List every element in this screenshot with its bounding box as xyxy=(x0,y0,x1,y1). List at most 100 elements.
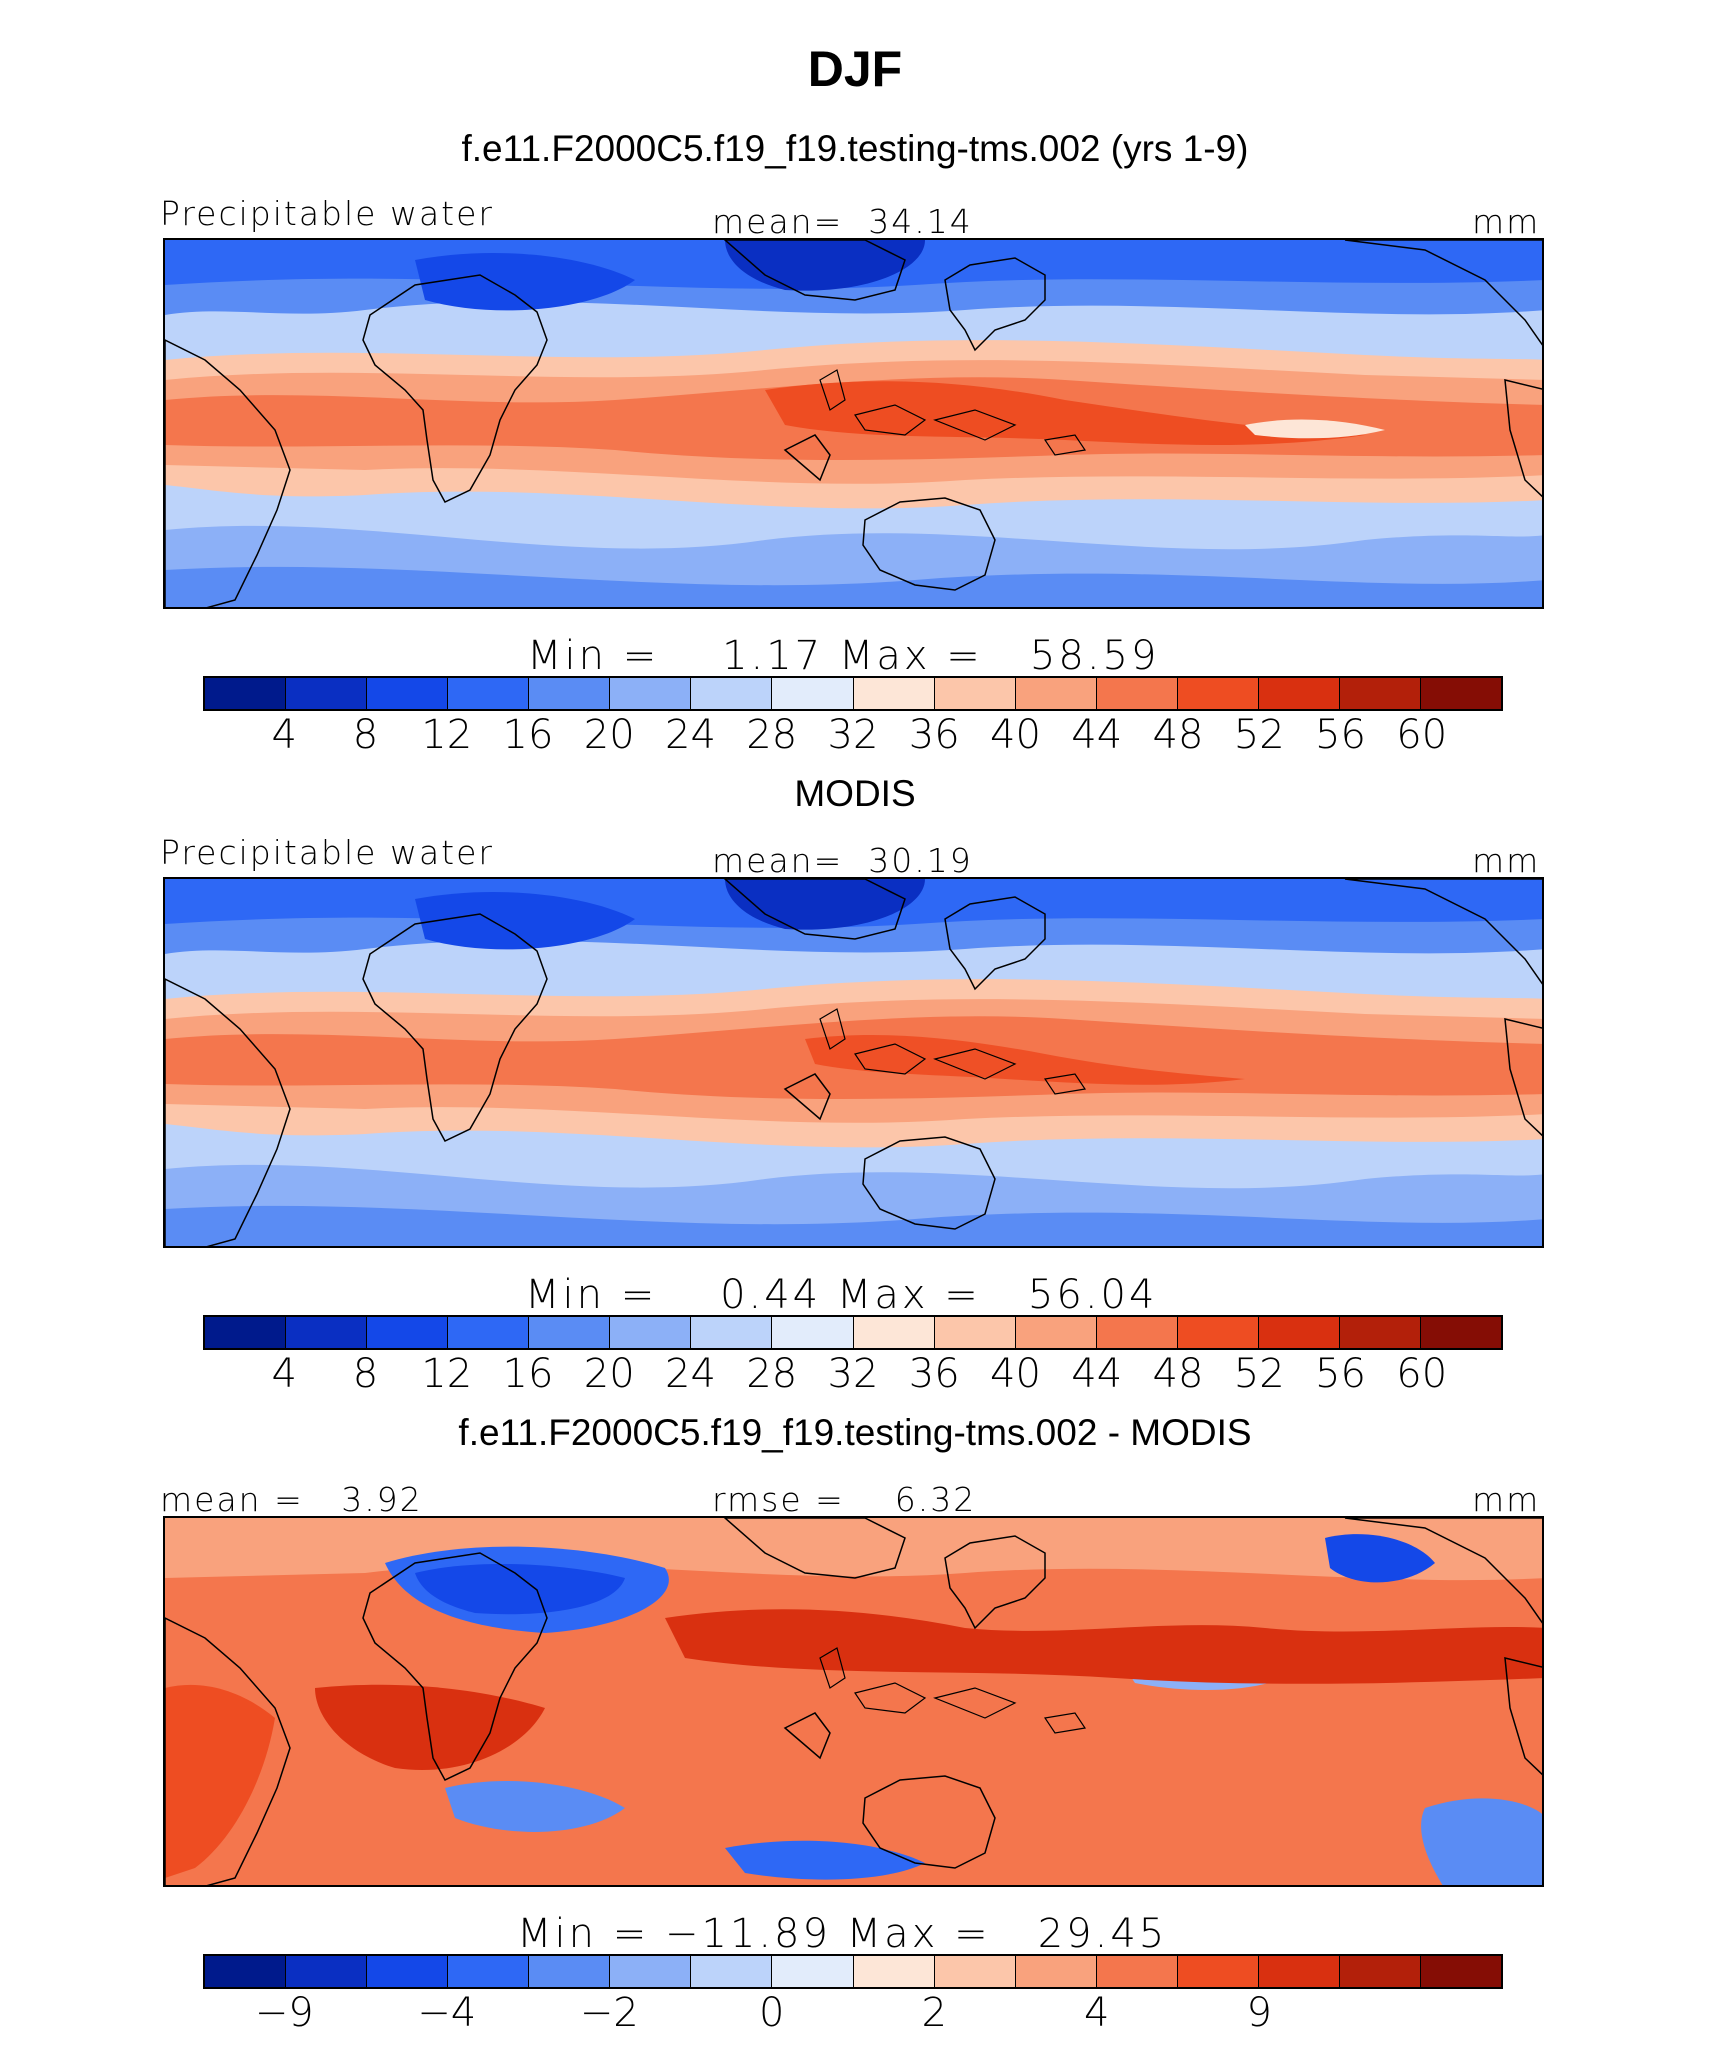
colorbar-tick-label: 60 xyxy=(1396,712,1448,758)
colorbar-tick-label: 12 xyxy=(421,1351,473,1397)
colorbar-tick-label: 4 xyxy=(271,1351,297,1397)
colorbar-tick-label: 4 xyxy=(271,712,297,758)
colorbar-box xyxy=(934,1956,1016,1987)
colorbar-tick-label: 48 xyxy=(1152,1351,1204,1397)
colorbar-box xyxy=(1258,1317,1340,1348)
panel-1-title: f.e11.F2000C5.f19_f19.testing-tms.002 (y… xyxy=(461,128,1249,169)
colorbar-tick-label: 40 xyxy=(990,1351,1041,1397)
colorbar-tick-label: 44 xyxy=(1071,712,1123,758)
colorbar-box xyxy=(610,678,692,709)
colorbar-box xyxy=(205,678,287,709)
colorbar-tick-label: 16 xyxy=(502,712,554,758)
colorbar-tick-label: 24 xyxy=(665,712,716,758)
colorbar-box xyxy=(934,678,1016,709)
colorbar-tick-label: 24 xyxy=(665,1351,716,1397)
map-field xyxy=(165,879,1542,1246)
colorbar-box xyxy=(691,1956,773,1987)
colorbar-box xyxy=(448,678,530,709)
panel-3-map xyxy=(163,1516,1544,1887)
panel-2-mean-label: mean= 30.19 xyxy=(712,841,973,880)
colorbar-box xyxy=(934,1317,1016,1348)
colorbar-box xyxy=(286,678,368,709)
colorbar-tick-label: 8 xyxy=(352,1351,379,1397)
colorbar-tick-label: 16 xyxy=(502,1351,554,1397)
page-title: DJF xyxy=(807,41,903,97)
colorbar-box xyxy=(1258,1956,1340,1987)
panel-1-colorbar-ticks: 4 8 12 16 20 24 28 32 36 40 44 48 52 56 60 xyxy=(203,712,1503,762)
colorbar-box xyxy=(1096,1317,1178,1348)
colorbar-tick-label: 56 xyxy=(1315,712,1366,758)
panel-1-colorbar xyxy=(203,676,1503,711)
colorbar-tick-label: 52 xyxy=(1233,1351,1285,1397)
colorbar-tick-label: 2 xyxy=(921,1990,947,2036)
colorbar-box xyxy=(1339,678,1421,709)
colorbar-box xyxy=(286,1317,368,1348)
colorbar-box xyxy=(367,678,449,709)
colorbar-tick-label: 36 xyxy=(908,1351,960,1397)
colorbar-box xyxy=(1420,678,1501,709)
colorbar-tick-label: 9 xyxy=(1246,1990,1272,2036)
colorbar-box xyxy=(448,1317,530,1348)
colorbar-box xyxy=(1339,1317,1421,1348)
colorbar-box xyxy=(367,1317,449,1348)
colorbar-box xyxy=(205,1956,287,1987)
colorbar-box xyxy=(853,1956,935,1987)
panel-2-colorbar xyxy=(203,1315,1503,1350)
colorbar-box xyxy=(1177,1317,1259,1348)
panel-1-min-max: Min = 1.17 Max = 58.59 xyxy=(527,633,1160,679)
colorbar-box xyxy=(448,1956,530,1987)
colorbar-tick-label: 8 xyxy=(352,712,379,758)
colorbar-box xyxy=(1339,1956,1421,1987)
colorbar-tick-label: 28 xyxy=(746,1351,798,1397)
colorbar-tick-label: 36 xyxy=(908,712,960,758)
colorbar-box xyxy=(1096,1956,1178,1987)
colorbar-box xyxy=(1015,1956,1097,1987)
colorbar-tick-label: 20 xyxy=(583,712,635,758)
panel-2-units-label: mm xyxy=(1472,841,1541,880)
panel-1-units-label: mm xyxy=(1472,202,1541,241)
colorbar-box xyxy=(772,678,854,709)
colorbar-tick-label: 28 xyxy=(746,712,798,758)
colorbar-box xyxy=(1258,678,1340,709)
colorbar-box xyxy=(853,678,935,709)
colorbar-tick-label: 40 xyxy=(990,712,1041,758)
colorbar-box xyxy=(1420,1956,1501,1987)
colorbar-tick-label: 0 xyxy=(759,1990,785,2036)
colorbar-box xyxy=(772,1317,854,1348)
colorbar-tick-label: 32 xyxy=(827,712,879,758)
panel-3-title: f.e11.F2000C5.f19_f19.testing-tms.002 - … xyxy=(458,1412,1252,1453)
colorbar-tick-label: 20 xyxy=(583,1351,635,1397)
colorbar-box xyxy=(1177,1956,1259,1987)
colorbar-tick-label: −2 xyxy=(579,1990,639,2036)
panel-2-map xyxy=(163,877,1544,1248)
colorbar-box xyxy=(1015,678,1097,709)
panel-3-min-max: Min = −11.89 Max = 29.45 xyxy=(517,1911,1168,1957)
colorbar-box xyxy=(1177,678,1259,709)
colorbar-box xyxy=(205,1317,287,1348)
map-field xyxy=(165,240,1542,607)
panel-1-map xyxy=(163,238,1544,609)
panel-1-mean-label: mean= 34.14 xyxy=(712,202,973,241)
map-field xyxy=(165,1518,1542,1885)
colorbar-box xyxy=(529,678,611,709)
colorbar-box xyxy=(610,1317,692,1348)
colorbar-box xyxy=(367,1956,449,1987)
panel-2-title: MODIS xyxy=(794,773,916,814)
panel-2-min-max: Min = 0.44 Max = 56.04 xyxy=(525,1272,1158,1318)
colorbar-tick-label: 52 xyxy=(1233,712,1285,758)
colorbar-tick-label: 32 xyxy=(827,1351,879,1397)
colorbar-box xyxy=(610,1956,692,1987)
panel-2-colorbar-ticks: 4 8 12 16 20 24 28 32 36 40 44 48 52 56 60 xyxy=(203,1351,1503,1401)
colorbar-box xyxy=(853,1317,935,1348)
colorbar-tick-label: 4 xyxy=(1084,1990,1110,2036)
colorbar-box xyxy=(286,1956,368,1987)
panel-3-colorbar xyxy=(203,1954,1503,1989)
panel-3-rmse-label: rmse = 6.32 xyxy=(712,1480,977,1519)
panel-2-variable-label: Precipitable water xyxy=(160,833,494,872)
panel-3-mean-label: mean = 3.92 xyxy=(160,1480,423,1519)
colorbar-tick-label: −9 xyxy=(254,1990,314,2036)
panel-3-colorbar-ticks: −9 −4 −2 0 2 4 9 xyxy=(203,1990,1503,2040)
panel-1-variable-label: Precipitable water xyxy=(160,194,494,233)
colorbar-box xyxy=(1420,1317,1501,1348)
colorbar-tick-label: 48 xyxy=(1152,712,1204,758)
